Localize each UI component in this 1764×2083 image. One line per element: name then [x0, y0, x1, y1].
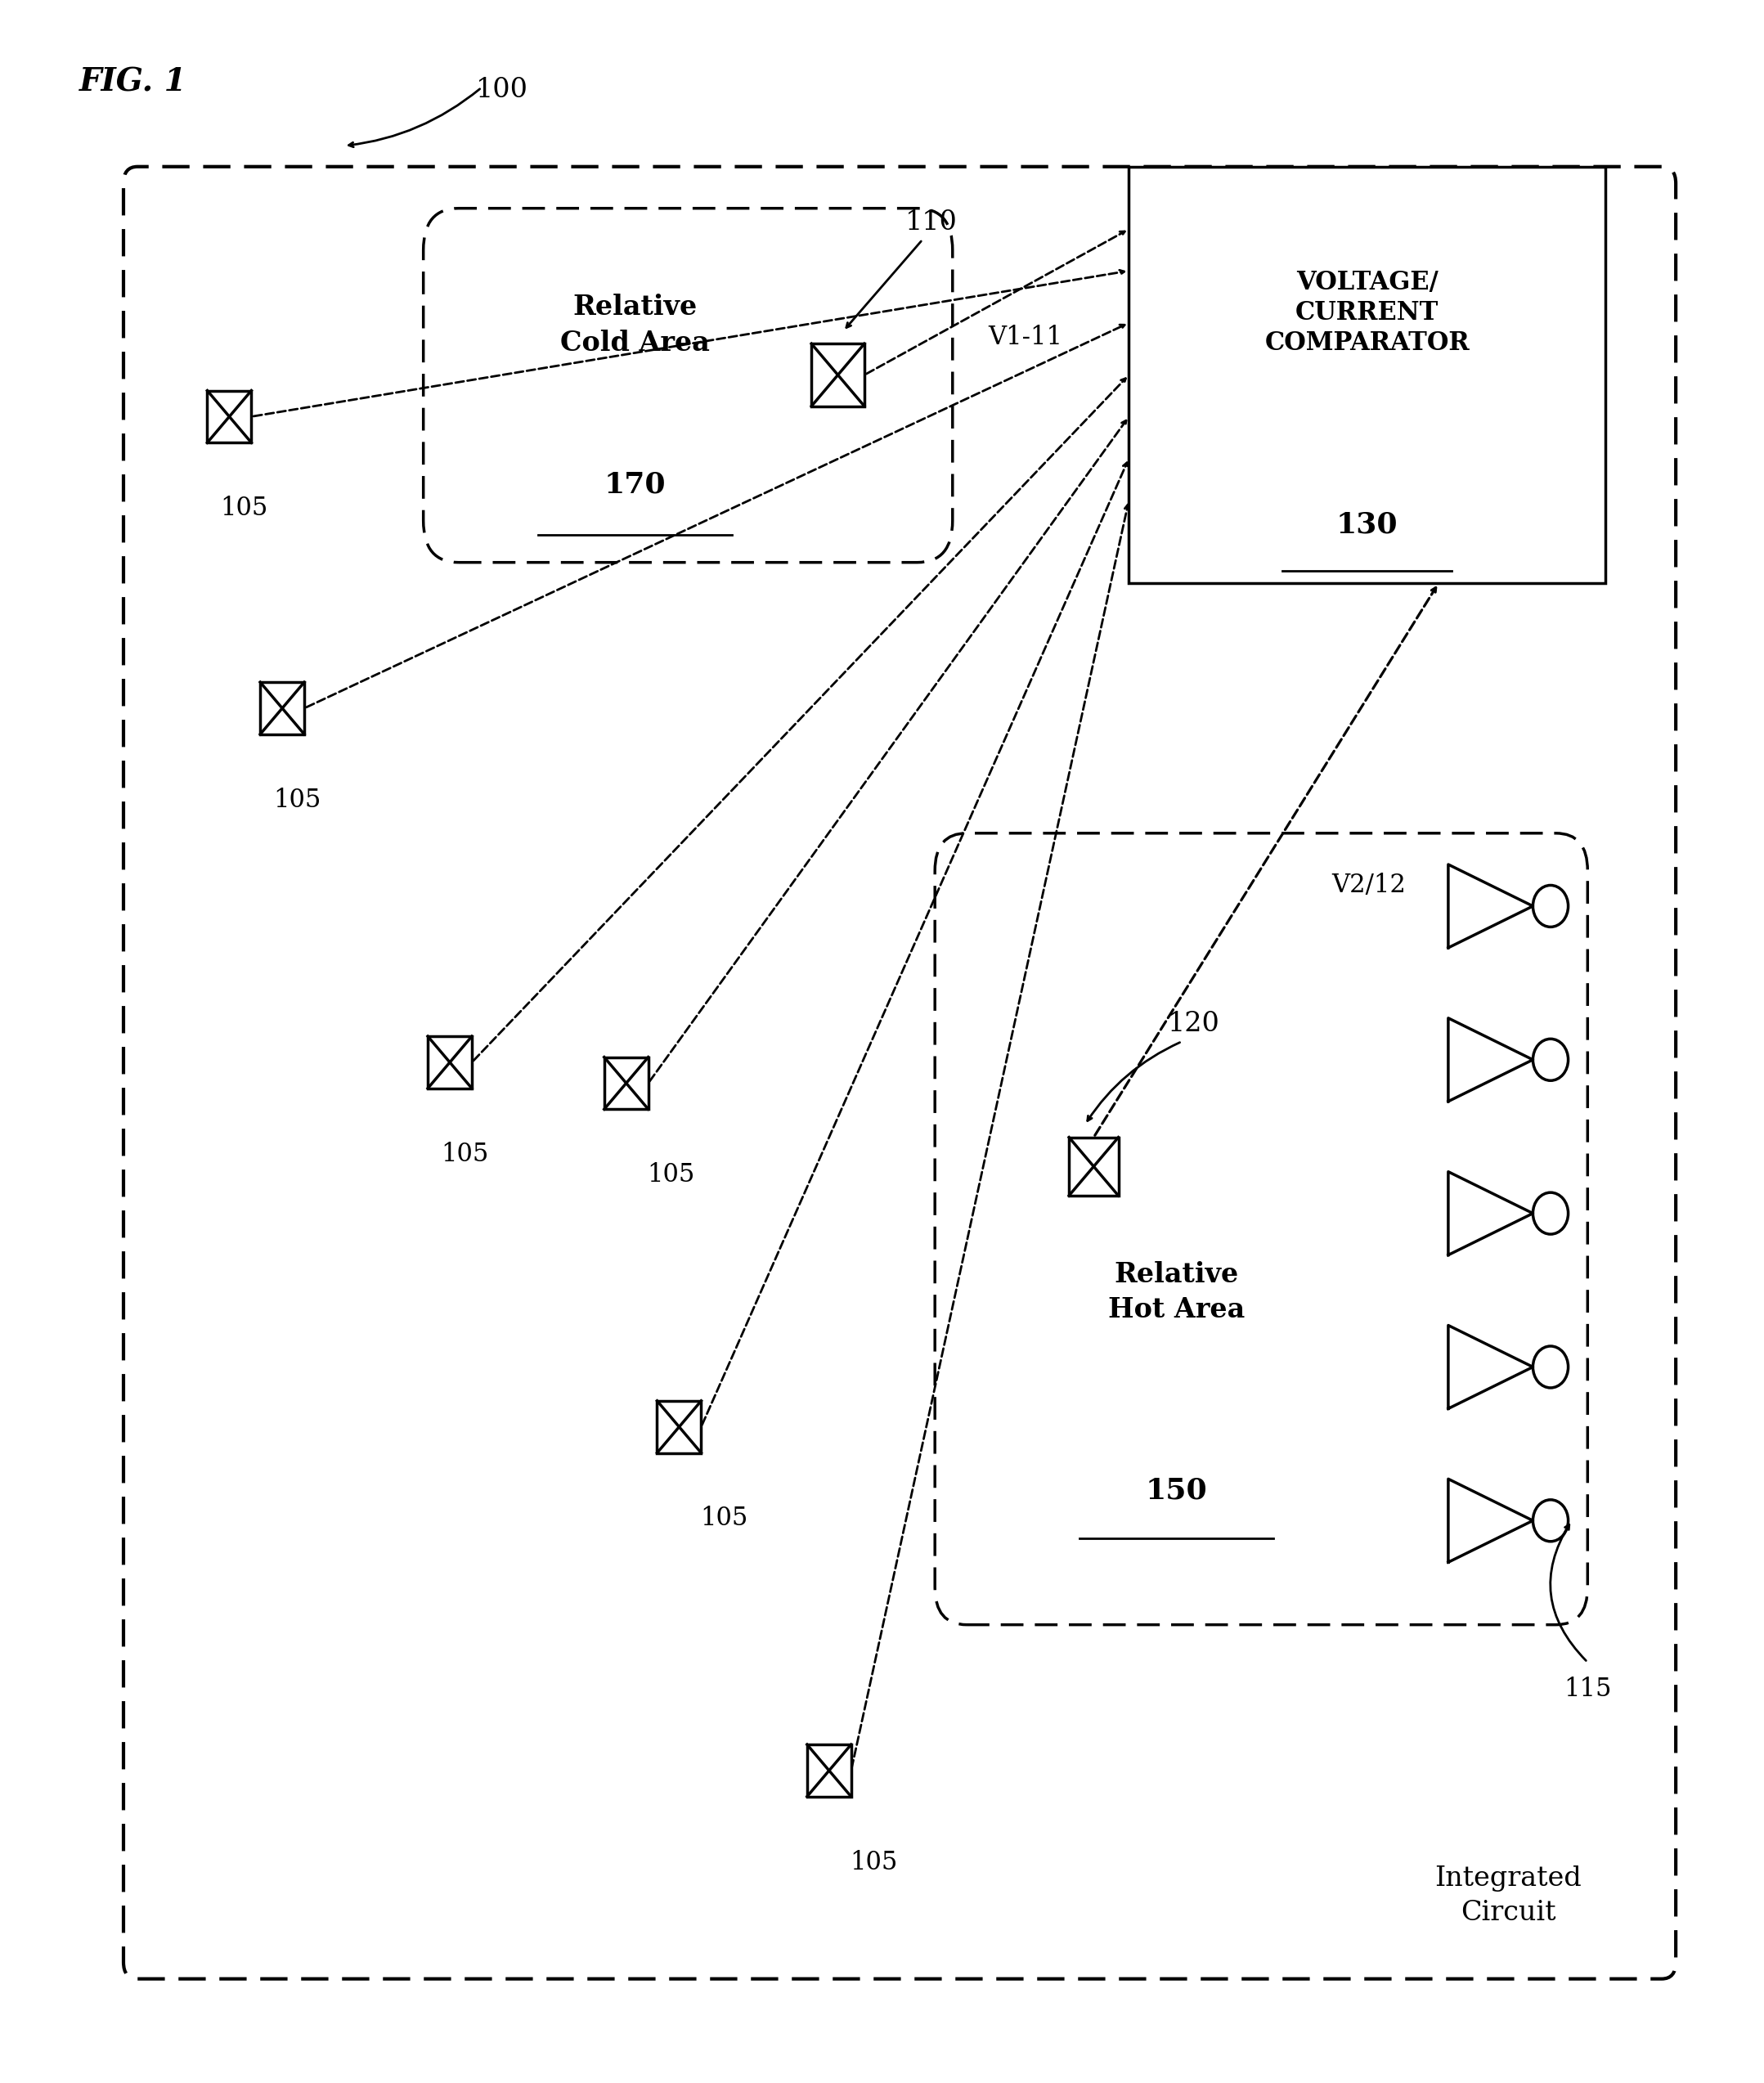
Bar — [806, 1746, 850, 1796]
Text: 115: 115 — [1563, 1677, 1612, 1702]
Bar — [261, 683, 303, 733]
Text: 120: 120 — [1168, 1010, 1221, 1037]
Text: 110: 110 — [905, 208, 958, 235]
Bar — [208, 390, 252, 442]
Text: 100: 100 — [476, 77, 529, 104]
Bar — [1069, 1137, 1118, 1196]
Bar — [656, 1400, 702, 1454]
Text: V2/12: V2/12 — [1332, 873, 1406, 898]
Text: 170: 170 — [603, 471, 667, 498]
Bar — [811, 344, 864, 406]
Text: 105: 105 — [700, 1506, 748, 1531]
Text: Relative
Hot Area: Relative Hot Area — [1108, 1260, 1245, 1323]
Bar — [427, 1037, 473, 1087]
Text: 105: 105 — [647, 1162, 695, 1187]
Text: 105: 105 — [850, 1850, 898, 1875]
Text: Relative
Cold Area: Relative Cold Area — [561, 294, 709, 356]
Text: V1-11: V1-11 — [988, 325, 1062, 350]
Text: FIG. 1: FIG. 1 — [79, 67, 187, 98]
Text: 105: 105 — [220, 496, 268, 521]
Text: Integrated
Circuit: Integrated Circuit — [1434, 1864, 1582, 1927]
Text: VOLTAGE/
CURRENT
COMPARATOR: VOLTAGE/ CURRENT COMPARATOR — [1265, 269, 1469, 356]
Bar — [1129, 167, 1605, 583]
Text: 130: 130 — [1335, 510, 1399, 539]
Text: 150: 150 — [1145, 1477, 1207, 1504]
Bar — [603, 1058, 649, 1108]
Text: 105: 105 — [273, 787, 321, 812]
Text: 105: 105 — [441, 1141, 489, 1166]
